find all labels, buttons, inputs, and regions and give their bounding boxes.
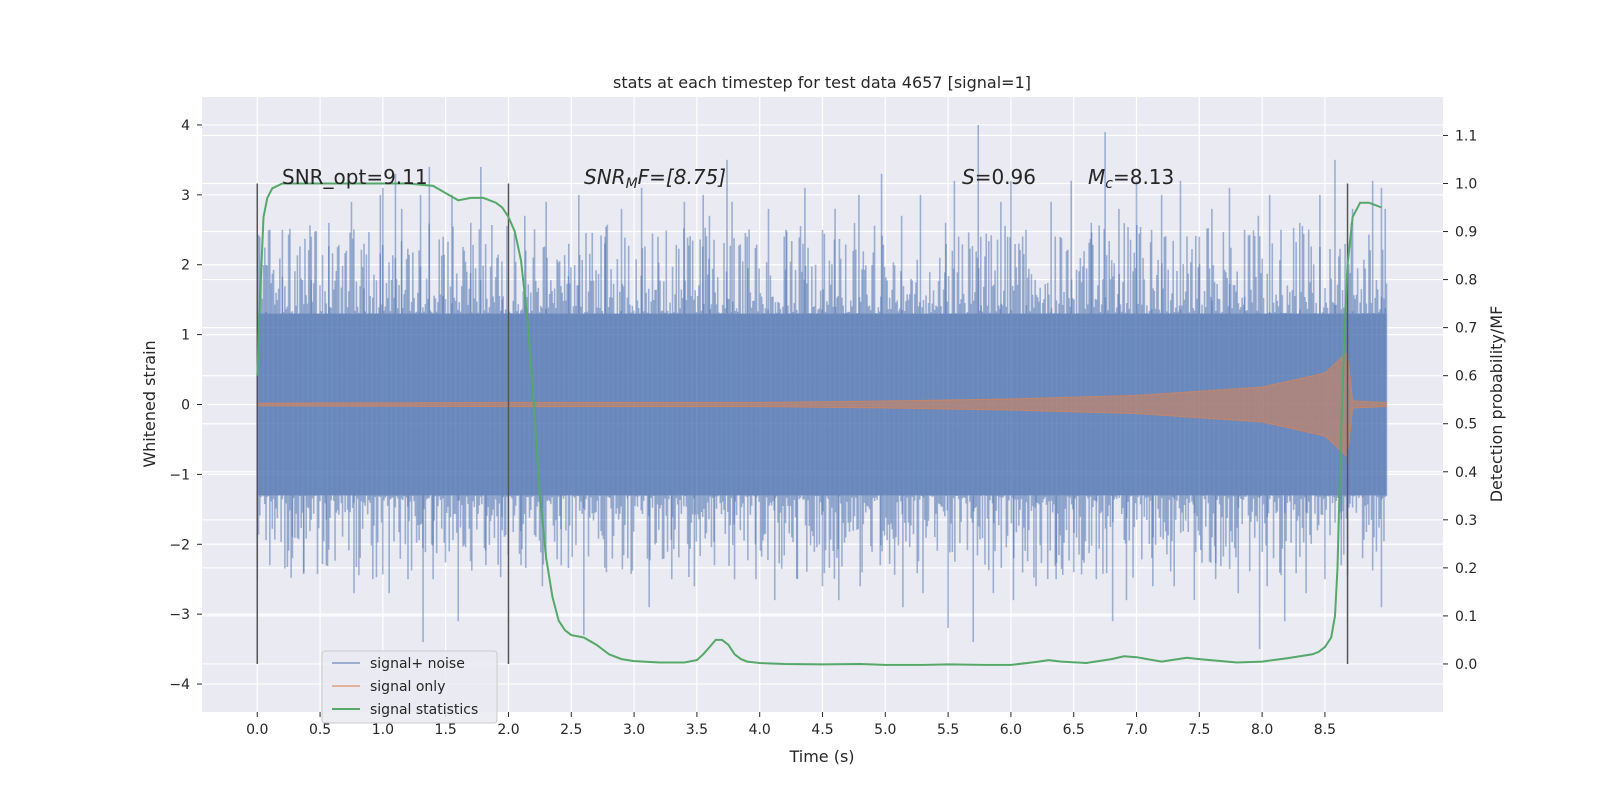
annotation-s: S=0.96 — [962, 165, 1036, 189]
y2-tick-label: 0.4 — [1455, 465, 1477, 481]
x-tick-label: 3.0 — [623, 722, 645, 738]
annotation-snr-mf-rest: F=[8.75] — [638, 165, 726, 189]
x-tick-label: 3.5 — [686, 722, 708, 738]
signal-only-envelope — [256, 351, 1387, 458]
x-tick-label: 2.0 — [497, 722, 519, 738]
annotation-mc-rest: =8.13 — [1113, 165, 1174, 189]
annotation-mc-sub: c — [1105, 176, 1113, 192]
y-tick-label: −1 — [169, 467, 190, 483]
y2-tick-label: 0.9 — [1455, 225, 1477, 241]
annotation-snr-mf-sub: M — [626, 176, 638, 192]
x-tick-label: 5.5 — [937, 722, 959, 738]
series-signal-statistics — [256, 182, 1382, 666]
x-tick-label: 8.5 — [1314, 722, 1336, 738]
y2-tick-label: 1.1 — [1455, 128, 1477, 144]
x-tick-label: 7.0 — [1125, 722, 1147, 738]
annotations: SNR_opt=9.11 SNRMF=[8.75] S=0.96 Mc=8.13 — [282, 165, 1174, 192]
y-tick-label: 4 — [181, 118, 190, 134]
x-tick-label: 4.5 — [811, 722, 833, 738]
y2-axis-label: Detection probability/MF — [1487, 306, 1506, 503]
annotation-snr-mf: SNRMF=[8.75] — [584, 165, 726, 192]
legend-label-signal-only: signal only — [370, 679, 445, 695]
x-tick-label: 4.0 — [749, 722, 771, 738]
y-axis-ticks: −4 −3 −2 −1 0 1 2 3 4 — [169, 118, 202, 693]
x-axis-ticks: 0.0 0.5 1.0 1.5 2.0 2.5 3.0 3.5 4.0 4.5 5.0 5.5 6.0 6… — [246, 712, 1336, 738]
x-tick-label: 7.5 — [1188, 722, 1210, 738]
y-tick-label: −2 — [169, 537, 190, 553]
y2-axis-ticks: 0.0 0.1 0.2 0.3 0.4 0.5 0.6 0.7 0.8 0.9 1.0 1.1 — [1443, 128, 1477, 673]
y2-tick-label: 0.2 — [1455, 561, 1477, 577]
x-tick-label: 2.5 — [560, 722, 582, 738]
y2-tick-label: 0.1 — [1455, 609, 1477, 625]
legend: signal+ noise signal only signal statist… — [321, 650, 498, 724]
legend-label-signal-statistics: signal statistics — [370, 702, 478, 718]
y-tick-label: 0 — [181, 398, 190, 414]
annotation-snr-mf-base: SNR — [584, 165, 626, 189]
annotation-snr-opt: SNR_opt=9.11 — [282, 165, 428, 189]
y-tick-label: −4 — [169, 677, 190, 693]
y2-tick-label: 0.0 — [1455, 657, 1477, 673]
series-signal-only — [256, 351, 1387, 458]
x-tick-label: 0.0 — [246, 722, 268, 738]
annotation-s-sym: S — [962, 165, 975, 189]
x-tick-label: 0.5 — [309, 722, 331, 738]
y-tick-label: 3 — [181, 188, 190, 204]
x-tick-label: 1.0 — [372, 722, 394, 738]
y2-tick-label: 1.0 — [1455, 176, 1477, 192]
y-axis-label: Whitened strain — [140, 340, 159, 467]
x-tick-label: 1.5 — [435, 722, 457, 738]
y-tick-label: 2 — [181, 258, 190, 274]
x-tick-label: 6.0 — [1000, 722, 1022, 738]
y2-tick-label: 0.3 — [1455, 513, 1477, 529]
y-tick-label: −3 — [169, 607, 190, 623]
x-axis-label: Time (s) — [788, 747, 854, 766]
x-tick-label: 5.0 — [874, 722, 896, 738]
legend-box — [321, 650, 498, 724]
y-tick-label: 1 — [181, 328, 190, 344]
x-tick-label: 8.0 — [1251, 722, 1273, 738]
y2-tick-label: 0.5 — [1455, 417, 1477, 433]
legend-label-signal-noise: signal+ noise — [370, 656, 465, 672]
chart-title: stats at each timestep for test data 465… — [613, 73, 1031, 92]
y2-tick-label: 0.8 — [1455, 273, 1477, 289]
annotation-mc: Mc=8.13 — [1088, 165, 1174, 192]
x-tick-label: 6.5 — [1063, 722, 1085, 738]
signal-statistics-line — [256, 182, 1382, 666]
y2-tick-label: 0.7 — [1455, 321, 1477, 337]
annotation-s-rest: =0.96 — [975, 165, 1036, 189]
annotation-mc-sym: M — [1088, 165, 1105, 189]
y2-tick-label: 0.6 — [1455, 369, 1477, 385]
